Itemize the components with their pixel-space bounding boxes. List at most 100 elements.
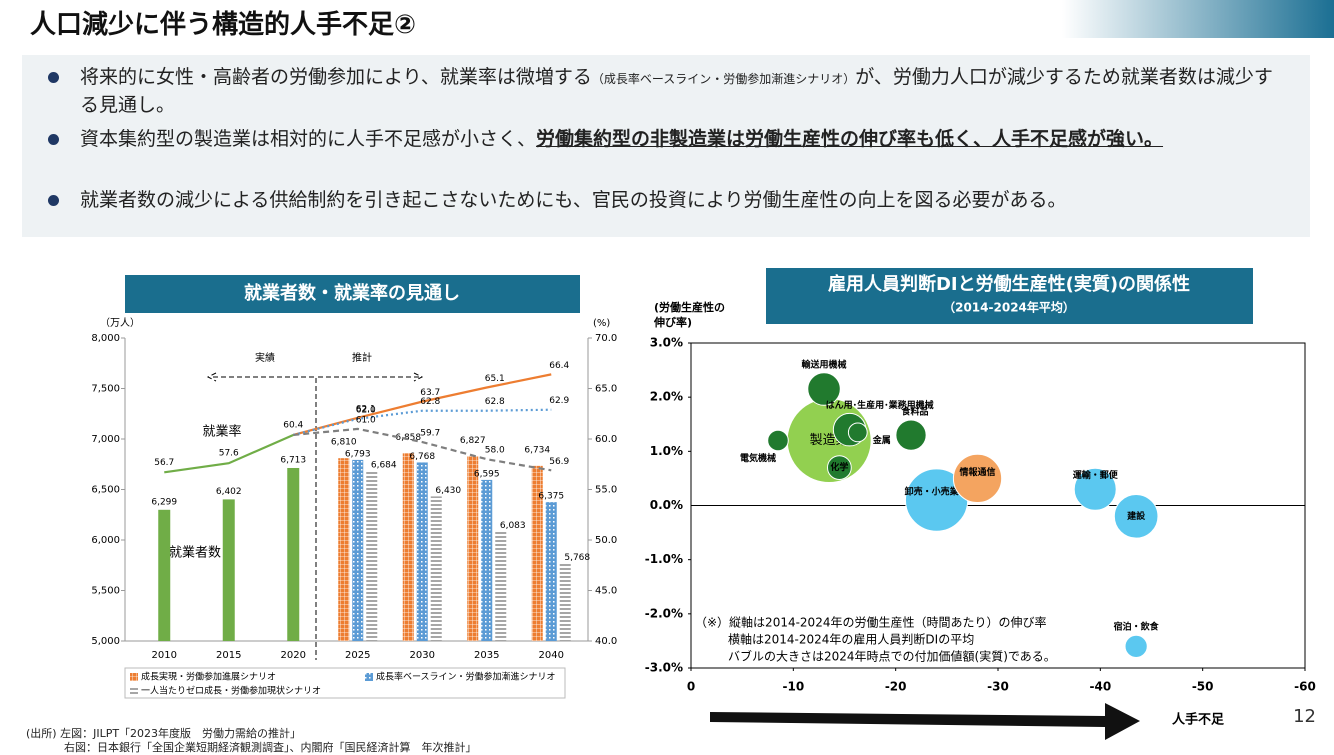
legend-label: 一人当たりゼロ成長・労働参加現状シナリオ	[141, 685, 321, 697]
y-axis-unit: （万人）	[100, 317, 140, 329]
bullet-note: （成長率ベースライン・労働参加漸進シナリオ）	[591, 72, 856, 86]
bar	[338, 458, 350, 641]
rate-label: 62.8	[485, 397, 505, 407]
bar	[222, 499, 235, 641]
y2-tick-label: 45.0	[595, 586, 617, 597]
bar	[531, 465, 543, 641]
x-tick-label: -30	[987, 680, 1009, 694]
y-tick-label: 2.0%	[650, 390, 683, 404]
rate-label: 62.0	[356, 405, 376, 415]
bar-label: 6,713	[280, 455, 306, 465]
x-tick-label: -10	[782, 680, 804, 694]
bar-label: 6,083	[500, 521, 526, 531]
rate-label: 60.4	[283, 420, 303, 430]
legend-label: 成長率ベースライン・労働参加漸進シナリオ	[376, 671, 556, 683]
x-tick-label: 2030	[410, 650, 435, 661]
bubble	[1073, 467, 1117, 511]
bar	[559, 563, 571, 641]
y2-tick-label: 70.0	[595, 333, 617, 344]
bar	[416, 462, 428, 641]
bar	[158, 509, 171, 641]
y2-axis-unit: (%)	[593, 318, 610, 329]
rate-label: 61.0	[356, 415, 376, 425]
bar-label: 6,430	[435, 486, 461, 496]
y-tick-label: -3.0%	[645, 661, 683, 675]
legend-swatch	[365, 673, 373, 681]
bubble-label: はん用･生産用･業務用機械	[826, 399, 934, 411]
legend-swatch	[130, 673, 138, 681]
x-tick-label: 2025	[345, 650, 370, 661]
legend-label: 成長実現・労働参加進展シナリオ	[141, 671, 276, 683]
x-tick-label: 2040	[539, 650, 564, 661]
bubble-label: 電気機械	[740, 452, 776, 464]
bubble-label: 運輸・郵便	[1073, 469, 1119, 481]
rate-label: 62.1	[356, 404, 376, 414]
bubble	[952, 453, 1003, 504]
bar	[467, 456, 479, 641]
y2-tick-label: 60.0	[595, 434, 617, 445]
annotation: 実績	[255, 351, 275, 364]
legend-swatch	[130, 687, 138, 695]
rate-label: 63.7	[420, 388, 440, 398]
y-tick-label: 5,500	[91, 586, 120, 597]
bullet-text: 就業者数の減少による供給制約を引き起こさないためにも、官民の投資により労働生産性…	[80, 189, 1067, 211]
x-tick-label: 2010	[152, 650, 177, 661]
bubble-label: 建設	[1127, 510, 1146, 522]
rate-label: 59.7	[420, 429, 440, 439]
rate-label: 62.9	[549, 396, 569, 406]
x-tick-label: 2015	[216, 650, 241, 661]
bubble-label: 宿泊・飲食	[1114, 621, 1160, 633]
bar	[352, 459, 364, 641]
bubble	[807, 372, 841, 406]
subtitle: （2014-2024年平均）	[943, 300, 1075, 315]
bubble-label: 情報通信	[959, 466, 996, 478]
y-tick-label: 0.0%	[650, 498, 683, 512]
source: (出所) 左図：JILPT「2023年度版 労働力需給の推計」	[26, 727, 302, 740]
y-tick-label: 1.0%	[650, 444, 683, 458]
bar-label: 6,299	[151, 497, 177, 507]
chart-title-box	[766, 268, 1253, 324]
bar-label: 6,858	[395, 433, 421, 443]
y-tick-label: 6,500	[91, 485, 120, 496]
y2-tick-label: 50.0	[595, 535, 617, 546]
bullet-box	[22, 55, 1310, 237]
header-decoration	[1062, 0, 1334, 38]
rate-label: 65.1	[485, 374, 505, 384]
bullet: 将来的に女性・高齢者の労働参加により、就業率は微増する（成長率ベースライン・労働…	[48, 64, 1290, 118]
y-tick-label: 3.0%	[650, 336, 683, 350]
bar	[545, 502, 557, 641]
bar	[430, 496, 442, 641]
note: 横軸は2014-2024年の雇用人員判断DIの平均	[728, 632, 974, 647]
chart-title-box	[125, 275, 580, 313]
x-tick-label: 2020	[281, 650, 306, 661]
y-tick-label: 7,000	[91, 434, 120, 445]
bar-label: 6,684	[371, 460, 397, 470]
bar	[402, 453, 414, 641]
title: 雇用人員判断DIと労働生産性(実質)の関係性	[828, 273, 1190, 295]
annotation: 就業率	[202, 424, 241, 440]
note: （※）縦軸は2014-2024年の労働生産性（時間あたり）の伸び率	[695, 615, 1046, 630]
bubble-label: 化学	[830, 461, 848, 473]
shortage-arrow	[710, 703, 1140, 740]
y2-tick-label: 65.0	[595, 384, 617, 395]
x-tick-label: -20	[885, 680, 907, 694]
bubble	[895, 419, 927, 451]
bubble	[827, 455, 852, 480]
y-tick-label: 5,000	[91, 636, 120, 647]
arrow	[318, 372, 424, 382]
arrow	[206, 372, 314, 382]
bubble	[1113, 494, 1159, 539]
x-axis-label: 人手不足	[1172, 712, 1225, 728]
bar-label: 6,810	[331, 438, 357, 448]
bullet-text: 資本集約型の製造業は相対的に人手不足感が小さく、	[80, 128, 537, 150]
bar	[481, 479, 493, 641]
x-tick-label: 2035	[474, 650, 499, 661]
bubble-label: 金属	[872, 434, 891, 446]
rate-line	[292, 408, 552, 437]
legend	[124, 667, 566, 699]
bubble	[1124, 634, 1148, 658]
note: バブルの大きさは2024年時点での付加価値額(実質)である。	[728, 649, 1056, 664]
bar-label: 6,402	[216, 487, 242, 497]
title: 就業者数・就業率の見通し	[244, 282, 460, 304]
